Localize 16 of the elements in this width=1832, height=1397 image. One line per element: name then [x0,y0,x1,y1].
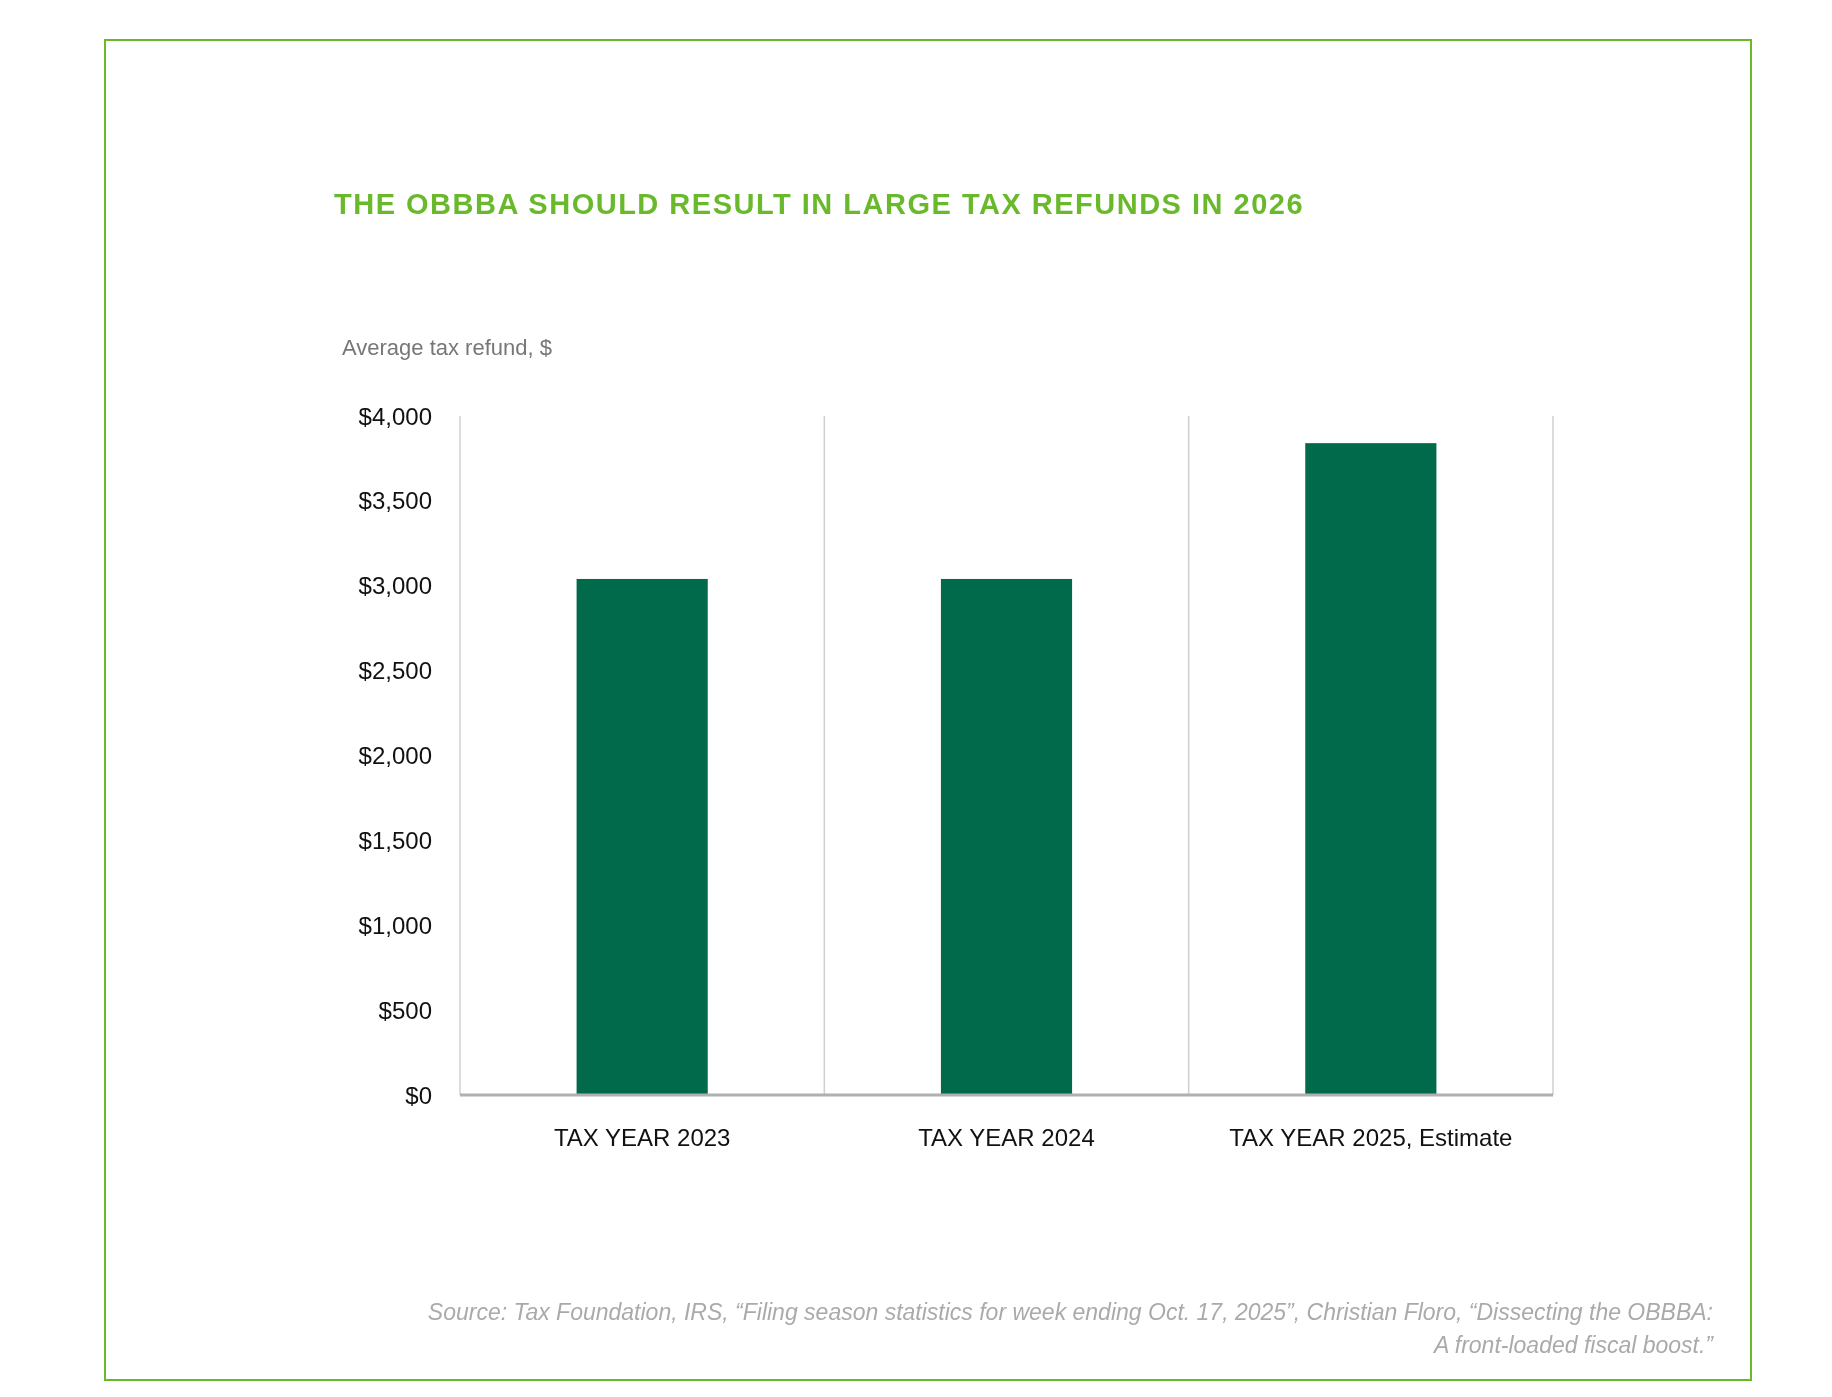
y-tick-label: $3,500 [358,487,432,515]
y-axis-title: Average tax refund, $ [342,335,552,360]
y-tick-label: $1,500 [358,826,432,854]
y-tick-label: $3,000 [358,572,432,600]
chart-title: THE OBBBA SHOULD RESULT IN LARGE TAX REFUNDS IN 2026 [334,188,1305,220]
y-tick-label: $2,500 [358,657,432,685]
y-tick-label: $2,000 [358,742,432,769]
text: A front-loaded fiscal boost.” [1431,1332,1715,1358]
x-tick-label: TAX YEAR 2025, Estimate [1229,1124,1513,1151]
x-tick-label: TAX YEAR 2023 [553,1124,731,1151]
y-tick-label: $1,000 [358,911,432,939]
x-tick-label: TAX YEAR 2024 [918,1124,1095,1151]
y-tick-label: $4,000 [358,402,432,430]
y-tick-label: $0 [405,1081,432,1109]
y-tick-label: $500 [378,996,432,1024]
source-note: Source: Tax Foundation, IRS, “Filing season statistics for week ending Oct. 17, 2025”, Christian Floro, “Dissecting the OBBBA: [427,1299,1713,1325]
